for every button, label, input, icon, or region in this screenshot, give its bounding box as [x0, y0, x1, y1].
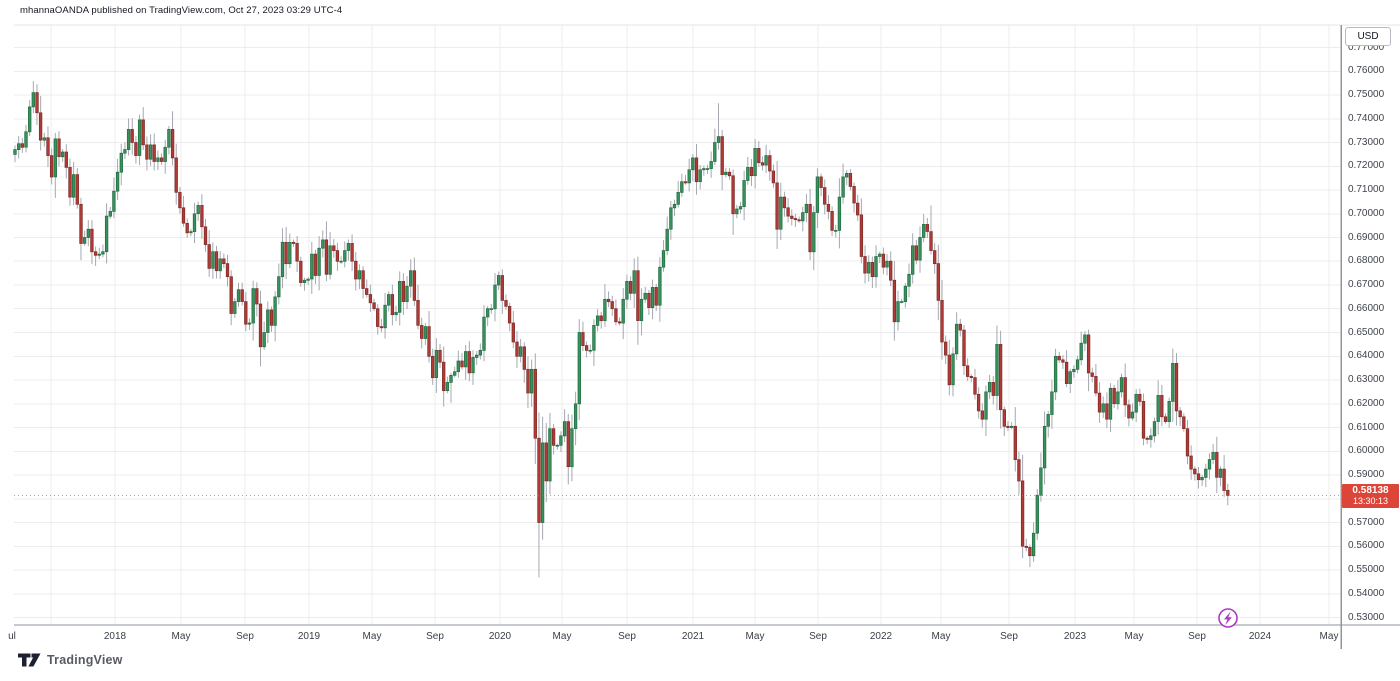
time-tick-label: Sep — [1188, 631, 1206, 642]
time-tick-label: 2023 — [1063, 631, 1087, 642]
candles — [13, 81, 1230, 578]
price-tick-label: 0.76000 — [1348, 65, 1385, 77]
price-axis[interactable]: 0.77000 0.76000 0.75000 0.74000 0.73000 0.720… — [1341, 25, 1400, 625]
time-tick-label: Sep — [1000, 631, 1018, 642]
price-tick-label: 0.71000 — [1348, 184, 1385, 195]
price-tick-label: 0.59000 — [1348, 469, 1385, 480]
last-price-badge: 0.58138 13:30:13 — [1342, 484, 1399, 508]
price-tick-label: 0.75000 — [1348, 89, 1385, 100]
tradingview-logo-text: TradingView — [47, 653, 123, 667]
time-tick-label: Sep — [618, 631, 636, 642]
time-tick-label: May — [745, 631, 765, 642]
price-tick-label: 0.54000 — [1348, 587, 1385, 599]
price-tick-label: 0.73000 — [1348, 136, 1385, 148]
price-tick-label: 0.57000 — [1348, 516, 1385, 528]
price-tick-label: 0.65000 — [1348, 326, 1385, 338]
price-tick-label: 0.60000 — [1348, 445, 1385, 457]
time-tick-label: May — [362, 631, 382, 642]
time-tick-label: Sep — [426, 631, 444, 642]
price-tick-label: 0.69000 — [1348, 231, 1385, 243]
price-tick-label: 0.77000 — [1348, 41, 1385, 53]
price-tick-label: 0.63000 — [1348, 374, 1385, 385]
price-tick-label: 0.55000 — [1348, 564, 1385, 575]
time-tick-label: Sep — [236, 631, 254, 642]
time-tick-label: 2022 — [869, 631, 893, 642]
price-tick-label: 0.64000 — [1348, 350, 1385, 362]
price-tick-label: 0.68000 — [1348, 255, 1385, 267]
time-tick-label: 2019 — [297, 631, 321, 642]
time-axis[interactable]: ul 2018 May Sep 2019 May Sep 2020 May Sep 2021 May S… — [0, 626, 1400, 648]
time-tick-label: Sep — [809, 631, 827, 642]
currency-axis-label: USD — [1345, 27, 1391, 46]
price-tick-label: 0.70000 — [1348, 207, 1385, 219]
tradingview-logo-icon — [18, 653, 41, 667]
grid-lines — [14, 25, 1341, 625]
axis-separators — [14, 24, 1400, 649]
time-tick-label: ul — [8, 631, 16, 642]
time-tick-label: 2020 — [488, 631, 512, 642]
last-price-value: 0.58138 — [1352, 485, 1389, 496]
price-tick-label: 0.53000 — [1348, 611, 1385, 623]
time-tick-label: 2024 — [1248, 631, 1272, 642]
time-tick-label: 2021 — [681, 631, 705, 642]
time-tick-label: May — [1124, 631, 1144, 642]
price-tick-label: 0.66000 — [1348, 302, 1385, 314]
bar-countdown-timer: 13:30:13 — [1352, 496, 1389, 506]
lightning-event-icon[interactable] — [1218, 608, 1238, 628]
attribution-text: mhannaOANDA published on TradingView.com… — [20, 5, 343, 16]
price-tick-label: 0.67000 — [1348, 279, 1385, 290]
price-tick-label: 0.56000 — [1348, 540, 1385, 552]
time-tick-label: May — [552, 631, 572, 642]
tradingview-logo[interactable]: TradingView — [18, 653, 123, 667]
time-tick-label: May — [1319, 631, 1339, 642]
time-tick-label: May — [171, 631, 191, 642]
price-tick-label: 0.74000 — [1348, 112, 1385, 124]
price-tick-label: 0.72000 — [1348, 160, 1385, 172]
time-tick-label: 2018 — [103, 631, 127, 642]
price-tick-label: 0.62000 — [1348, 397, 1385, 409]
time-tick-label: May — [931, 631, 951, 642]
price-tick-label: 0.61000 — [1348, 421, 1385, 433]
